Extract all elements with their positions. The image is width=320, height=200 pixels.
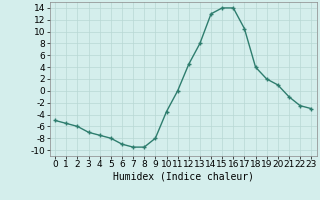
X-axis label: Humidex (Indice chaleur): Humidex (Indice chaleur) (113, 172, 254, 182)
